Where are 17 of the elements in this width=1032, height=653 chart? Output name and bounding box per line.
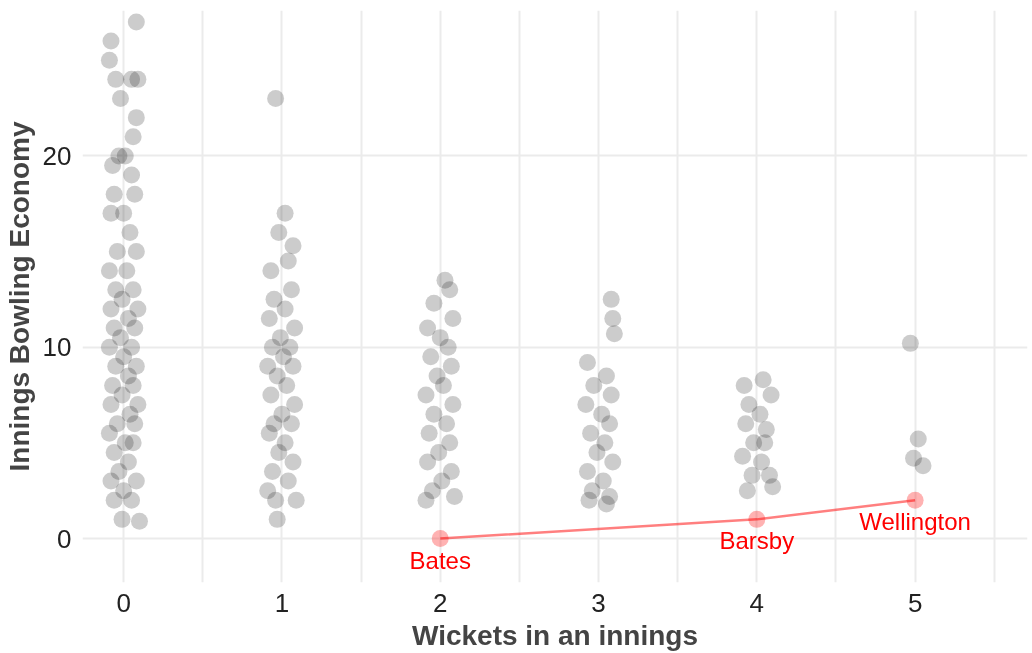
x-tick-label: 0 [116, 587, 131, 618]
y-axis-title: Innings Bowling Economy [3, 121, 35, 472]
annotation: Wellington [859, 508, 971, 536]
x-axis-title: Wickets in an innings [411, 619, 699, 651]
x-tick-label: 2 [433, 587, 448, 618]
y-tick-label: 0 [57, 523, 72, 554]
y-tick-label: 20 [42, 140, 72, 171]
annotation: Barsby [719, 527, 795, 555]
x-tick-label: 4 [749, 587, 765, 618]
y-tick-label: 10 [42, 332, 72, 363]
annotation: Bates [409, 546, 471, 574]
point [748, 510, 766, 528]
x-tick-label: 5 [907, 587, 923, 618]
point [906, 491, 924, 509]
x-tick-label: 1 [274, 587, 290, 618]
point [431, 530, 449, 547]
x-tick-label: 3 [591, 587, 606, 618]
